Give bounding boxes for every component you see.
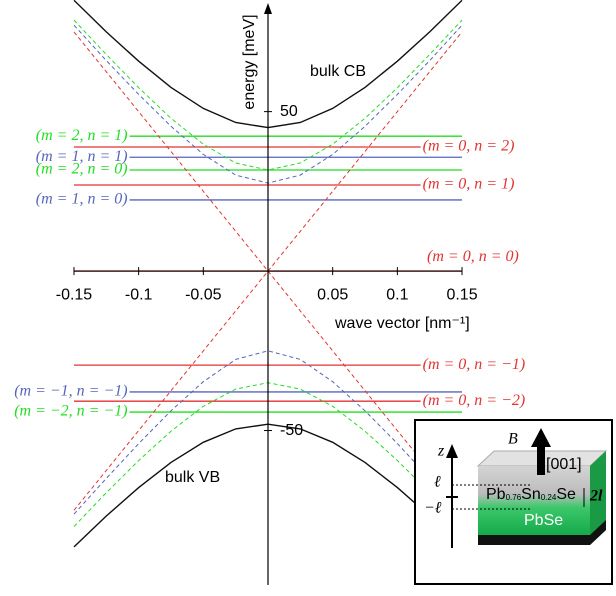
cap-part: Se bbox=[556, 486, 576, 503]
curve bbox=[73, 350, 463, 515]
level-label: (m = 0, n = −1) bbox=[423, 356, 526, 373]
z-label: z bbox=[437, 443, 445, 460]
level-label: (m = 1, n = 0) bbox=[36, 191, 128, 208]
top-label: ℓ bbox=[434, 474, 441, 491]
cap-part: Sn bbox=[521, 486, 541, 503]
width-label: 2l bbox=[589, 488, 603, 505]
annotation: bulk VB bbox=[165, 469, 220, 486]
x-tick-label: 0.15 bbox=[446, 286, 477, 303]
curve bbox=[73, 31, 463, 511]
substrate bbox=[478, 520, 606, 545]
field-shaft bbox=[537, 445, 545, 475]
y-tick-label: -50 bbox=[280, 422, 303, 439]
cap-part: Pb bbox=[486, 486, 506, 503]
direction-label: [001] bbox=[546, 456, 582, 473]
x-tick-label: 0.05 bbox=[317, 286, 348, 303]
x-axis-label: wave vector [nm⁻¹] bbox=[334, 315, 470, 332]
level-label: (m = −1, n = −1) bbox=[14, 383, 127, 400]
cap-part: 0.76 bbox=[506, 493, 522, 502]
level-label: (m = 2, n = 1) bbox=[36, 127, 128, 144]
level-label: (m = 2, n = 0) bbox=[36, 161, 128, 178]
cap-part: 0.24 bbox=[541, 493, 557, 502]
y-axis-label: energy [meV] bbox=[241, 14, 258, 109]
z-arrow bbox=[446, 444, 458, 458]
y-arrow bbox=[264, 3, 272, 14]
x-tick-label: -0.05 bbox=[185, 286, 222, 303]
level-label: (m = 0, n = 1) bbox=[423, 176, 515, 193]
field-arrow bbox=[531, 428, 551, 447]
well-layer: PbSe bbox=[524, 512, 563, 529]
cap-layer: Pb0.76Sn0.24Se bbox=[486, 486, 576, 503]
level-label: (m = 0, n = 0) bbox=[427, 248, 519, 265]
x-tick-label: -0.15 bbox=[56, 286, 93, 303]
front-face bbox=[478, 466, 590, 535]
x-tick-label: -0.1 bbox=[125, 286, 153, 303]
level-label: (m = 0, n = 2) bbox=[423, 138, 515, 155]
curve bbox=[73, 19, 463, 171]
level-label: (m = 0, n = −2) bbox=[423, 392, 526, 409]
side-face bbox=[590, 451, 606, 545]
bottom-label: −ℓ bbox=[424, 500, 442, 517]
level-label: (m = 1, n = 1) bbox=[36, 148, 128, 165]
level-label: (m = −2, n = −1) bbox=[14, 403, 127, 420]
curve bbox=[73, 31, 463, 511]
y-tick-label: 50 bbox=[280, 103, 298, 120]
annotation: bulk CB bbox=[310, 63, 366, 80]
field-label: B⃗ bbox=[508, 431, 530, 448]
inset: z ℓ −ℓ 2l B⃗ [001] Pb0.76Sn0.24Se PbSe bbox=[414, 419, 613, 585]
x-tick-label: 0.1 bbox=[386, 286, 408, 303]
plot: (m = 2, n = 1) (m = 0, n = 2) (m = 1, n = … bbox=[14, 0, 525, 585]
